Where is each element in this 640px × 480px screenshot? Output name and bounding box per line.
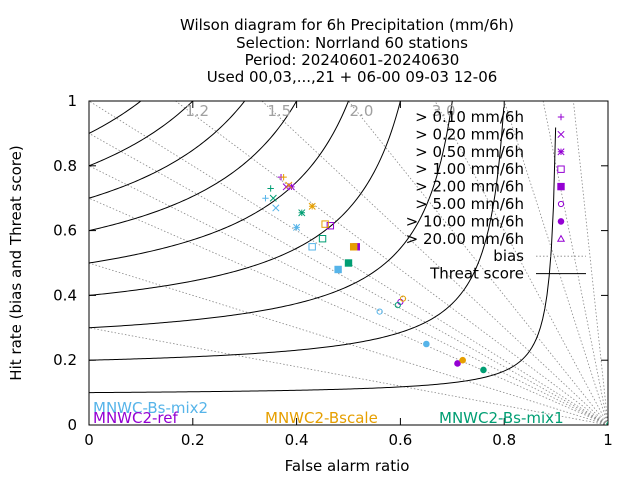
bias-line [89,133,608,425]
bias-label: 2.0 [350,102,374,120]
legend-threshold-label: > 0.10 mm/6h [415,108,524,126]
data-point [399,295,407,302]
data-point [293,223,301,231]
x-axis-label: False alarm ratio [285,457,410,475]
y-tick-label: 0.8 [53,157,77,175]
data-point [308,202,316,210]
legend-symbol [557,113,565,121]
bias-line [89,197,608,425]
y-tick-label: 0.2 [53,351,77,369]
threat-score-curve [89,101,142,134]
data-point [423,340,430,348]
data-point [344,259,353,267]
bias-line [89,165,608,425]
data-point [605,420,608,425]
y-tick-label: 1 [67,92,77,110]
data-point [459,356,466,364]
x-tick-label: 1 [603,431,613,449]
bias-line [503,101,608,425]
y-axis-label: Hit rate (bias and Threat score) [7,145,25,380]
bias-label: 1.5 [267,102,291,120]
data-point [334,265,342,274]
series-label-mnwc2-bscale: MNWC2-Bscale [265,409,378,427]
threat-score-curve [89,101,194,167]
data-point [376,308,383,315]
legend-symbol [556,234,566,242]
legend-symbol [557,130,565,138]
series-mnwc2-bs-mix1 [267,185,608,425]
y-tick-label: 0 [67,416,77,434]
series-mnwc2-bscale [280,173,608,425]
y-tick-label: 0.4 [53,286,77,304]
legend-threat-label: Threat score [429,265,524,283]
data-points [262,173,608,425]
series-labels: MNWC-Bs-mix2 MNWC2-ref MNWC2-Bscale MNWC… [93,399,564,427]
bias-label: 1.2 [185,102,209,120]
data-point [318,235,327,243]
legend-threshold-label: > 2.00 mm/6h [415,178,524,196]
legend-bias-label: bias [493,247,524,265]
chart-title: Wilson diagram for 6h Precipitation (mm/… [180,16,514,86]
data-point [308,243,316,251]
data-point [287,183,295,191]
title-line-4: Used 00,03,...,21 + 06-00 09-03 12-06 [207,68,498,86]
legend-symbol [557,200,565,208]
x-tick-label: 0 [84,431,94,449]
x-tick-label: 0.2 [181,431,205,449]
series-label-mnwc2-ref: MNWC2-ref [93,409,178,427]
series-mnwc-bs-mix2 [262,195,608,425]
threat-score-curve [89,101,453,329]
data-point [267,185,274,192]
data-point [454,360,461,367]
data-point [298,209,306,217]
legend-threshold-label: > 1.00 mm/6h [415,160,524,178]
legend-threshold-label: > 20.00 mm/6h [406,230,524,248]
title-line-2: Selection: Norrland 60 stations [236,34,468,52]
threat-score-curve [89,101,350,264]
x-axis-ticks: 0 0.2 0.4 0.6 0.8 1 [84,101,613,449]
plot-frame [88,100,609,426]
legend-threshold-label: > 5.00 mm/6h [415,195,524,213]
y-axis-ticks: 0 0.2 0.4 0.6 0.8 1 [53,92,608,434]
bias-value-labels: 1.2 1.5 2.0 3.0 [185,102,455,120]
x-tick-label: 0.4 [285,431,309,449]
legend-symbol [557,165,565,173]
legend-symbol [557,182,565,191]
data-point [272,204,280,212]
threat-score-curves [89,101,557,394]
threat-score-curve [89,127,557,394]
y-tick-label: 0.6 [53,222,77,240]
data-point [269,194,277,202]
threat-score-curve [89,101,298,232]
data-point [349,243,358,251]
legend-symbol [557,218,565,225]
threat-score-curve [89,101,401,296]
bias-line [89,327,608,425]
x-tick-label: 0.6 [388,431,412,449]
legend-threshold-label: > 10.00 mm/6h [406,212,524,230]
data-point [394,302,401,309]
data-point [321,220,329,228]
x-tick-label: 0.8 [492,431,516,449]
bias-label: 3.0 [432,102,456,120]
legend-threshold-label: > 0.20 mm/6h [415,125,524,143]
data-point [285,181,293,189]
legend-threshold-label: > 0.50 mm/6h [415,143,524,161]
bias-line [174,101,608,425]
series-label-mnwc2-bs-mix1: MNWC2-Bs-mix1 [439,409,564,427]
title-line-1: Wilson diagram for 6h Precipitation (mm/… [180,16,514,34]
data-point [326,222,335,230]
legend-symbol [557,148,565,156]
series-label-mnwc-bs-mix2: MNWC-Bs-mix2 [93,399,208,417]
legend: > 0.10 mm/6h> 0.20 mm/6h> 0.50 mm/6h> 1.… [406,108,586,283]
threat-score-curve [89,107,505,361]
title-line-3: Period: 20240601-20240630 [245,51,460,69]
threat-score-curve [89,101,246,199]
data-point [262,195,269,202]
data-point [280,173,287,181]
data-point [480,366,487,374]
